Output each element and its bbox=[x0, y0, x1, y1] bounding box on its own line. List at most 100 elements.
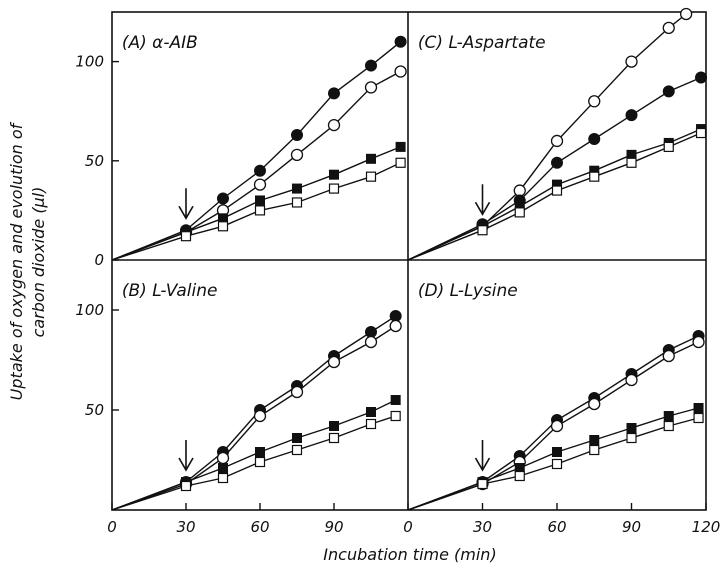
data-point bbox=[625, 55, 638, 68]
data-point bbox=[216, 451, 230, 465]
data-point bbox=[589, 444, 600, 456]
series-filled-square bbox=[407, 403, 704, 511]
data-point bbox=[254, 456, 266, 468]
data-point bbox=[290, 385, 304, 399]
data-point bbox=[477, 225, 488, 236]
plot-border bbox=[111, 11, 707, 511]
data-point bbox=[588, 132, 601, 145]
data-point bbox=[550, 134, 564, 148]
series-line bbox=[407, 128, 702, 261]
series-open-square bbox=[111, 157, 406, 261]
data-point bbox=[218, 463, 228, 473]
data-point bbox=[662, 85, 675, 98]
series-open-square bbox=[407, 127, 707, 261]
data-point bbox=[552, 447, 562, 457]
series-line bbox=[407, 407, 699, 511]
addition-arrow bbox=[474, 440, 491, 472]
data-point bbox=[328, 432, 340, 444]
data-point bbox=[290, 148, 304, 161]
series-line bbox=[111, 146, 401, 261]
panel-label: (C) L-Aspartate bbox=[418, 33, 546, 53]
data-point bbox=[626, 157, 637, 168]
addition-arrow bbox=[178, 188, 194, 220]
data-point bbox=[693, 412, 704, 424]
y-tick-label: 100 bbox=[75, 53, 104, 71]
data-point bbox=[625, 109, 638, 122]
x-tick-label: 90 bbox=[622, 518, 641, 536]
x-tick-label: 120 bbox=[692, 518, 721, 536]
data-point bbox=[292, 183, 302, 194]
data-point bbox=[663, 420, 674, 432]
data-point bbox=[695, 127, 707, 139]
data-point bbox=[253, 178, 267, 191]
x-axis-ticks: 30 60 90 120 bbox=[473, 503, 720, 536]
data-point bbox=[366, 407, 376, 417]
data-point bbox=[217, 221, 229, 232]
y-tick-label: 50 bbox=[85, 401, 104, 419]
series-line bbox=[111, 399, 397, 511]
data-point bbox=[329, 169, 339, 180]
data-point bbox=[217, 472, 229, 484]
y-axis-ticks: 50 100 bbox=[75, 301, 119, 419]
data-point bbox=[180, 480, 192, 492]
series-line bbox=[111, 162, 401, 261]
series-filled-circle bbox=[407, 71, 708, 261]
x-tick-label: 60 bbox=[250, 518, 269, 536]
data-point bbox=[389, 319, 402, 333]
y-tick-label: 50 bbox=[85, 152, 104, 170]
series-open-circle bbox=[111, 65, 407, 261]
data-point bbox=[588, 397, 601, 411]
data-point bbox=[551, 458, 563, 470]
data-point bbox=[364, 335, 378, 349]
panel-label: (A) α-AIB bbox=[122, 33, 198, 53]
data-point bbox=[328, 87, 340, 100]
data-point bbox=[253, 409, 267, 423]
data-point bbox=[365, 418, 377, 430]
arrow-head bbox=[178, 457, 194, 472]
data-point bbox=[588, 95, 601, 108]
data-point bbox=[327, 118, 341, 132]
data-point bbox=[662, 21, 675, 35]
panel-d: (D) L-Lysine 30 60 90 120 bbox=[407, 281, 720, 536]
series-line bbox=[407, 132, 702, 261]
addition-arrow bbox=[178, 440, 194, 472]
x-tick-label: 90 bbox=[324, 518, 343, 536]
x-tick-label: 30 bbox=[473, 518, 492, 536]
series-line bbox=[407, 417, 699, 511]
plot-frame bbox=[111, 11, 707, 511]
series-line bbox=[407, 335, 699, 511]
data-point bbox=[365, 171, 377, 182]
data-point bbox=[394, 35, 407, 48]
arrow-head bbox=[474, 457, 491, 472]
data-point bbox=[329, 421, 339, 431]
series-open-square bbox=[111, 410, 401, 511]
series-line bbox=[111, 415, 396, 511]
x-tick-label: 0 bbox=[403, 518, 413, 536]
data-point bbox=[679, 7, 693, 21]
series-filled-circle bbox=[111, 310, 402, 511]
x-tick-label: 60 bbox=[547, 518, 566, 536]
data-point bbox=[217, 192, 229, 205]
data-point bbox=[255, 447, 265, 457]
data-point bbox=[514, 470, 525, 482]
data-point bbox=[589, 171, 600, 182]
data-point bbox=[514, 207, 525, 218]
addition-arrow bbox=[474, 184, 491, 216]
data-point bbox=[255, 195, 265, 206]
y-axis-title-line-1: Uptake of oxygen and evolution of bbox=[7, 121, 26, 400]
panel-label: (B) L-Valine bbox=[122, 281, 218, 301]
data-point bbox=[625, 373, 638, 387]
data-point bbox=[254, 205, 266, 216]
panel-label: (D) L-Lysine bbox=[418, 281, 518, 301]
y-tick-label: 100 bbox=[75, 301, 104, 319]
data-point bbox=[394, 65, 407, 78]
data-point bbox=[551, 156, 563, 169]
data-point bbox=[395, 157, 406, 168]
data-point bbox=[589, 435, 600, 445]
series-line bbox=[111, 41, 402, 261]
x-axis-title: Incubation time (min) bbox=[323, 545, 496, 564]
data-point bbox=[390, 395, 401, 405]
x-tick-label: 0 bbox=[107, 518, 117, 536]
series-open-circle bbox=[111, 319, 402, 511]
